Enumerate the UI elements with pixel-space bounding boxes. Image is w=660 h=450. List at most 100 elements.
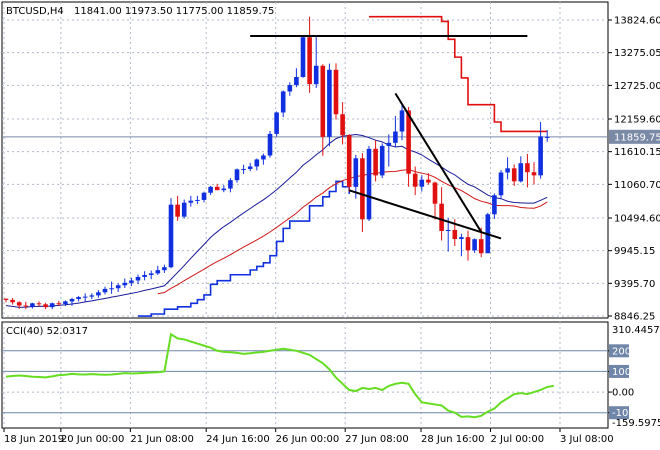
price-tick-label: 13275.05 xyxy=(614,48,660,59)
candle-body xyxy=(399,110,405,132)
time-tick-label: 24 Jun 16:00 xyxy=(206,434,270,445)
candle-body xyxy=(3,298,9,300)
price-tick-label: 13824.60 xyxy=(614,16,660,27)
candle-body xyxy=(148,273,154,275)
candle-body xyxy=(287,85,293,92)
candle-body xyxy=(155,270,161,274)
chart-header-ohlc: 11841.00 11973.50 11775.00 11859.75 xyxy=(74,6,274,17)
candle-body xyxy=(221,188,227,191)
price-tick-label: 11610.15 xyxy=(614,147,660,158)
last-price-label: 11859.75 xyxy=(614,132,660,143)
cci-tick-label: 200 xyxy=(612,346,631,357)
price-panel: 13824.60 13275.05 12725.00 12159.60 11610.15… xyxy=(1,1,660,323)
cci-line xyxy=(5,332,554,419)
candle-body xyxy=(459,237,464,240)
candle-body xyxy=(333,69,339,115)
price-axis: 13824.60 13275.05 12725.00 12159.60 11610.15… xyxy=(608,16,660,323)
candle-body xyxy=(386,142,392,146)
candle-body xyxy=(439,203,444,231)
price-tick-label: 8846.25 xyxy=(614,312,655,323)
candle-body xyxy=(445,229,451,231)
candle-body xyxy=(452,229,458,240)
candle-body xyxy=(214,186,220,191)
cci-label: CCI(40) 52.0317 xyxy=(6,326,88,337)
price-tick-label: 12159.60 xyxy=(614,114,660,125)
candle-body xyxy=(36,303,42,305)
moving-average-red xyxy=(157,168,548,295)
candle-body xyxy=(366,148,372,220)
price-grid xyxy=(2,2,608,318)
cci-level-box xyxy=(609,364,629,378)
cci-tick-label: 100 xyxy=(612,367,631,378)
time-tick-label: 26 Jun 00:00 xyxy=(276,434,340,445)
time-tick-label: 18 Jun 2019 xyxy=(4,434,64,445)
candle-body xyxy=(228,180,233,189)
time-tick-label: 28 Jun 16:00 xyxy=(421,434,485,445)
candle-body xyxy=(360,158,365,220)
price-tick-label: 12725.00 xyxy=(614,81,660,92)
candle-body xyxy=(294,76,299,86)
time-tick-label: 2 Jul 00:00 xyxy=(491,434,545,445)
price-tick-label: 11060.70 xyxy=(614,180,660,191)
chart-header-symbol: BTCUSD,H4 xyxy=(6,6,64,17)
cci-max-label: 310.4457 xyxy=(612,325,660,336)
candle-body xyxy=(426,179,431,183)
candle-body xyxy=(393,131,398,143)
candle-body xyxy=(43,304,48,308)
channel-lower-line xyxy=(138,180,350,317)
candle-body xyxy=(353,158,359,187)
candle-body xyxy=(181,202,187,217)
candle-body xyxy=(525,163,530,173)
cci-tick-label: -100 xyxy=(612,408,635,419)
time-tick-label: 3 Jul 08:00 xyxy=(560,434,614,445)
candle-body xyxy=(544,136,550,138)
candle-body xyxy=(188,200,194,203)
cci-axis: 200 100 0.00 -100 xyxy=(608,344,635,420)
candle-body xyxy=(23,305,29,307)
candle-body xyxy=(406,110,411,174)
time-tick-label: 20 Jun 00:00 xyxy=(61,434,125,445)
candle-body xyxy=(247,166,253,169)
cci-tick-label: 0.00 xyxy=(612,388,634,399)
channel-upper-line xyxy=(369,15,548,133)
candle-body xyxy=(320,65,326,137)
candle-body xyxy=(254,159,260,167)
candle-body xyxy=(89,295,95,297)
candle-body xyxy=(492,195,497,215)
candle-body xyxy=(16,302,22,306)
price-series xyxy=(2,15,608,317)
candle-body xyxy=(135,276,141,281)
last-price-box xyxy=(609,129,660,144)
candle-body xyxy=(96,292,101,296)
candle-body xyxy=(340,114,345,136)
candle-body xyxy=(76,297,81,300)
cci-level-box xyxy=(609,406,629,420)
candle-body xyxy=(419,179,425,187)
candle-body xyxy=(69,299,75,302)
candle-body xyxy=(63,301,68,305)
candle-body xyxy=(195,199,200,201)
moving-average-blue xyxy=(5,133,548,308)
candle-body xyxy=(300,37,306,77)
trend-line xyxy=(394,92,483,233)
candle-body xyxy=(307,37,312,85)
candle-body xyxy=(274,112,279,134)
candle-body xyxy=(327,69,332,137)
candle-body xyxy=(208,186,213,193)
candle-body xyxy=(56,303,62,305)
cci-series xyxy=(5,332,554,419)
candle-body xyxy=(168,204,174,268)
candle-body xyxy=(313,65,319,85)
candle-body xyxy=(82,296,88,298)
trend-line xyxy=(348,189,502,240)
candle-body xyxy=(346,135,352,187)
price-tick-label: 9945.15 xyxy=(614,246,655,257)
candle-body xyxy=(432,182,438,204)
candle-body xyxy=(531,172,537,176)
candle-body xyxy=(518,163,524,182)
candle-body xyxy=(267,133,273,156)
candle-body xyxy=(122,282,128,286)
candle-body xyxy=(280,91,286,113)
